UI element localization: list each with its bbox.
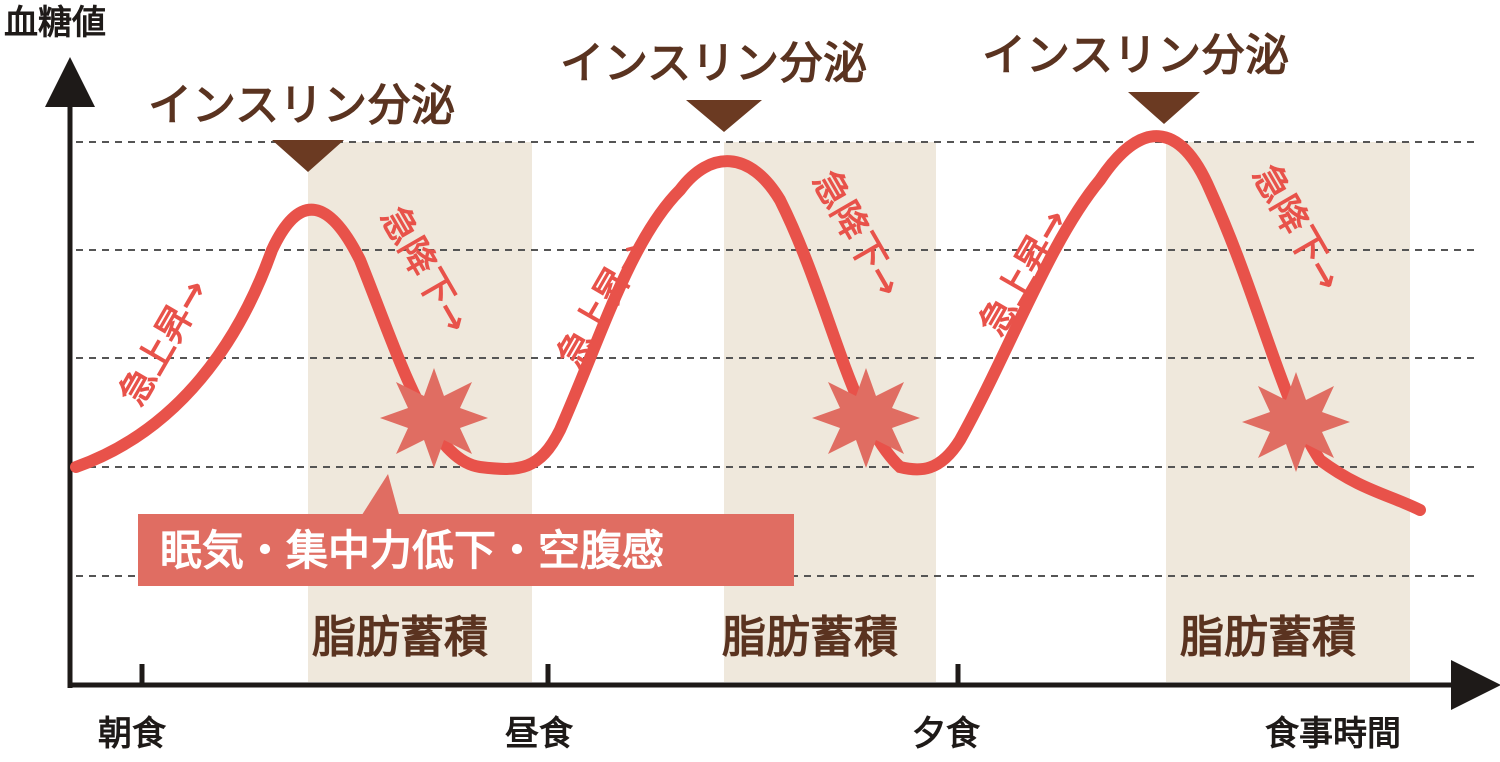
insulin-label-3: インスリン分泌 (982, 30, 1289, 81)
crash-burst-1 (380, 368, 488, 468)
symptoms-pointer (360, 474, 400, 518)
insulin-marker-3 (1128, 92, 1200, 124)
blood-sugar-curve (70, 130, 1426, 516)
crash-burst-3 (1242, 372, 1350, 472)
x-axis-label: 食事時間 (1265, 714, 1401, 754)
fat-label-1: 脂肪蓄積 (312, 612, 488, 663)
crash-burst-2 (812, 368, 920, 468)
fat-label-2: 脂肪蓄積 (722, 612, 898, 663)
insulin-marker-1 (272, 140, 344, 172)
symptoms-label: 眠気・集中力低下・空腹感 (160, 526, 664, 575)
insulin-label-2: インスリン分泌 (560, 38, 867, 89)
rise-label-2: 急上昇→ (550, 234, 655, 374)
insulin-marker-2 (686, 100, 762, 132)
meal-label-breakfast: 朝食 (98, 714, 167, 754)
rise-label-1: 急上昇→ (112, 272, 217, 412)
insulin-label-1: インスリン分泌 (148, 80, 455, 131)
meal-label-lunch: 昼食 (505, 714, 574, 754)
symptoms-box (138, 514, 794, 586)
meal-label-dinner: 夕食 (912, 714, 981, 754)
y-axis-label: 血糖値 (4, 3, 106, 43)
fat-label-3: 脂肪蓄積 (1180, 612, 1356, 663)
